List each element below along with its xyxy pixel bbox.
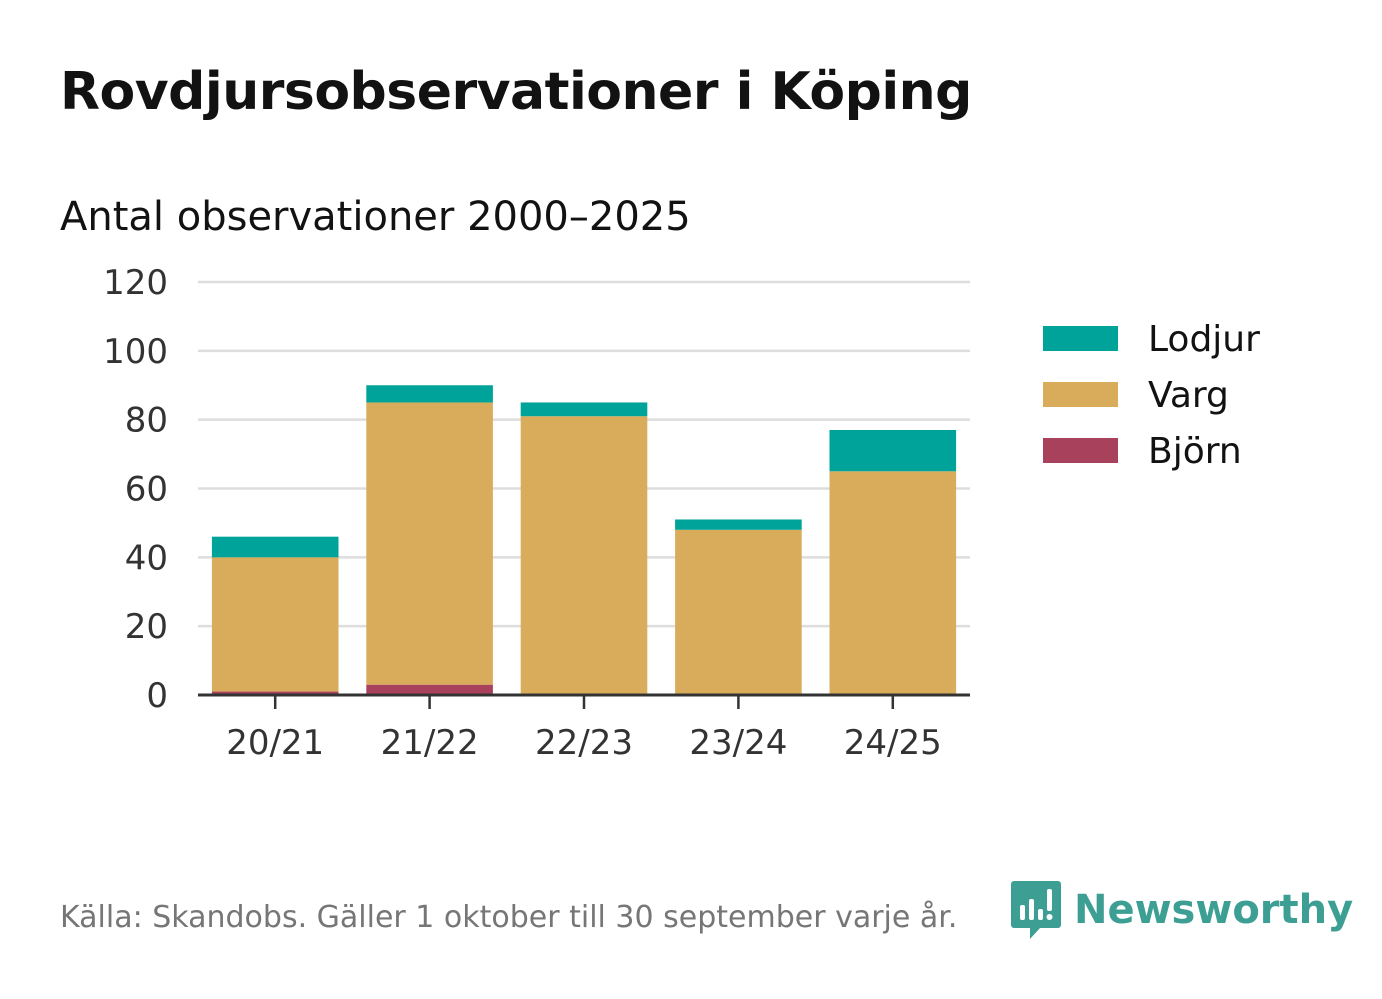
source-note: Källa: Skandobs. Gäller 1 oktober till 3… bbox=[60, 900, 958, 935]
bar-lodjur-22-23 bbox=[520, 402, 648, 417]
x-tick-label: 22/23 bbox=[535, 723, 633, 763]
y-tick-label: 60 bbox=[125, 470, 168, 510]
bar-lodjur-20-21 bbox=[211, 536, 339, 558]
x-tick-label: 24/25 bbox=[844, 723, 942, 763]
y-tick-label: 20 bbox=[125, 607, 168, 647]
bar-björn-21-22 bbox=[366, 684, 493, 695]
legend-swatch-björn bbox=[1043, 438, 1118, 463]
bar-varg-20-21 bbox=[211, 557, 339, 692]
bar-varg-24-25 bbox=[829, 471, 957, 695]
bars bbox=[211, 385, 957, 695]
y-tick-label: 120 bbox=[103, 263, 168, 303]
chart-subtitle: Antal observationer 2000–2025 bbox=[60, 194, 691, 240]
bar-varg-23-24 bbox=[675, 529, 802, 695]
x-tick-label: 23/24 bbox=[689, 723, 787, 763]
brand: Newsworthy bbox=[1010, 878, 1353, 942]
legend-label-lodjur: Lodjur bbox=[1148, 319, 1260, 360]
bar-lodjur-23-24 bbox=[675, 519, 802, 530]
bar-varg-21-22 bbox=[366, 402, 493, 685]
bar-lodjur-21-22 bbox=[366, 385, 493, 403]
brand-name: Newsworthy bbox=[1074, 887, 1354, 933]
bar-lodjur-24-25 bbox=[829, 429, 957, 472]
bar-varg-22-23 bbox=[520, 416, 648, 695]
y-tick-label: 40 bbox=[125, 538, 168, 578]
bar-björn-20-21 bbox=[211, 691, 339, 695]
axes: 0 20 40 60 80 100 120 20/21 21/22 22/23 23/24 24/25 bbox=[103, 263, 970, 763]
y-tick-label: 0 bbox=[146, 676, 168, 716]
y-tick-label: 80 bbox=[125, 401, 168, 441]
legend-swatch-lodjur bbox=[1043, 326, 1118, 351]
y-tick-label: 100 bbox=[103, 332, 168, 372]
newsworthy-logo-icon bbox=[1011, 881, 1061, 939]
legend-label-varg: Varg bbox=[1148, 375, 1229, 416]
legend: Lodjur Varg Björn bbox=[1043, 319, 1260, 472]
legend-swatch-varg bbox=[1043, 382, 1118, 407]
chart-title: Rovdjursobservationer i Köping bbox=[60, 62, 972, 122]
legend-label-björn: Björn bbox=[1148, 431, 1242, 472]
x-tick-label: 20/21 bbox=[226, 723, 324, 763]
x-tick-label: 21/22 bbox=[381, 723, 479, 763]
